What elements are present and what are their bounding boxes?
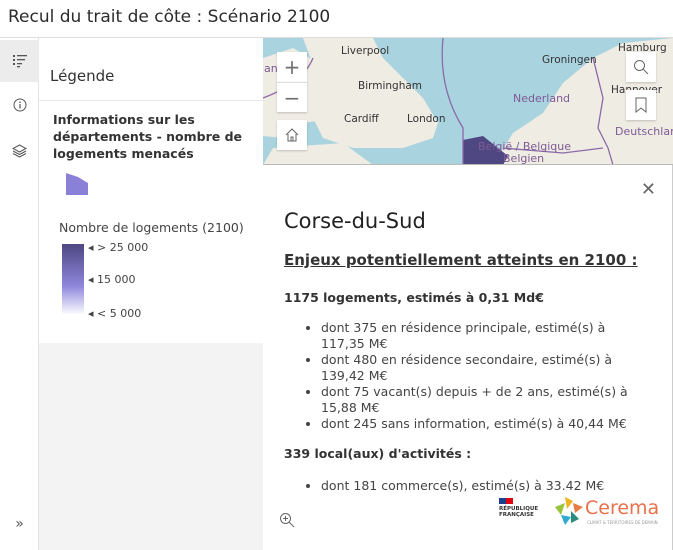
ramp-label-mid: ◂ 15 000 <box>88 273 136 286</box>
info-tab[interactable] <box>0 84 39 126</box>
close-button[interactable]: ✕ <box>641 179 656 200</box>
city-label: London <box>407 113 446 125</box>
list-item: dont 181 commerce(s), estimé(s) à 33.42 … <box>321 478 643 494</box>
legend-title: Légende <box>50 67 115 85</box>
country-label: België / Belgique <box>478 140 572 153</box>
ramp-title: Nombre de logements (2100) <box>59 220 244 235</box>
legend-icon <box>12 55 27 68</box>
layer-title: Informations sur les départements - nomb… <box>53 112 243 161</box>
list-item: dont 480 en résidence secondaire, estimé… <box>321 352 643 384</box>
legend-tab[interactable] <box>0 40 39 82</box>
minus-icon: − <box>283 85 301 110</box>
divider <box>39 100 263 101</box>
logements-heading: 1175 logements, estimés à 0,31 Md€ <box>284 290 544 305</box>
city-label: Hamburg <box>618 42 667 54</box>
color-ramp <box>62 244 84 314</box>
activites-list: dont 181 commerce(s), estimé(s) à 33.42 … <box>303 478 643 494</box>
city-label: Liverpool <box>341 45 390 57</box>
city-label: Groningen <box>542 54 597 66</box>
popup-title: Corse-du-Sud <box>284 209 426 233</box>
side-rail: » <box>0 38 39 550</box>
popup-subtitle: Enjeux potentiellement atteints en 2100 … <box>284 251 638 269</box>
country-label: Belgien <box>503 152 545 165</box>
activites-heading: 339 local(aux) d'activités : <box>284 446 472 461</box>
city-label: Birmingham <box>358 80 423 92</box>
close-icon: ✕ <box>640 179 656 200</box>
bookmarks-button[interactable] <box>626 90 656 120</box>
city-label: Cardiff <box>344 113 379 125</box>
popup: ✕ Corse-du-Sud Enjeux potentiellement at… <box>263 165 673 550</box>
list-item: dont 245 sans information, estimé(s) à 4… <box>321 416 643 432</box>
info-icon <box>13 98 26 112</box>
home-icon <box>285 128 299 142</box>
app-title: Recul du trait de côte : Scénario 2100 <box>0 0 673 38</box>
expand-button[interactable]: » <box>0 503 39 545</box>
ramp-label-low: ◂ < 5 000 <box>88 307 142 320</box>
layers-icon <box>12 144 27 158</box>
search-icon <box>634 60 649 75</box>
logements-list: dont 375 en résidence principale, estimé… <box>303 320 643 432</box>
republique-francaise-logo: RÉPUBLIQUE FRANÇAISE <box>499 498 544 518</box>
country-label: Nederland <box>513 92 571 105</box>
zoom-in-button[interactable]: + <box>277 52 307 82</box>
legend-swatch <box>66 173 88 195</box>
bookmark-icon <box>635 97 647 113</box>
zoom-out-button[interactable]: − <box>277 82 307 112</box>
basemap <box>263 38 673 164</box>
map-view[interactable]: lan Liverpool Birmingham Cardiff London … <box>263 38 673 165</box>
cerema-logo: Cerema CLIMAT & TERRITOIRES DE DEMAIN <box>551 495 661 529</box>
layers-tab[interactable] <box>0 130 39 172</box>
map-label: lan <box>263 62 278 75</box>
search-button[interactable] <box>626 52 656 82</box>
plus-icon: + <box>283 55 301 79</box>
zoom-to-button[interactable] <box>279 512 295 532</box>
zoom-to-icon <box>280 513 295 528</box>
ramp-label-high: ◂ > 25 000 <box>88 241 149 254</box>
country-label: Deutschlar <box>615 125 673 138</box>
legend-panel: Légende Informations sur les département… <box>39 38 263 550</box>
expand-icon: » <box>15 516 24 532</box>
list-item: dont 75 vacant(s) depuis + de 2 ans, est… <box>321 384 643 416</box>
list-item: dont 375 en résidence principale, estimé… <box>321 320 643 352</box>
home-button[interactable] <box>277 120 307 150</box>
